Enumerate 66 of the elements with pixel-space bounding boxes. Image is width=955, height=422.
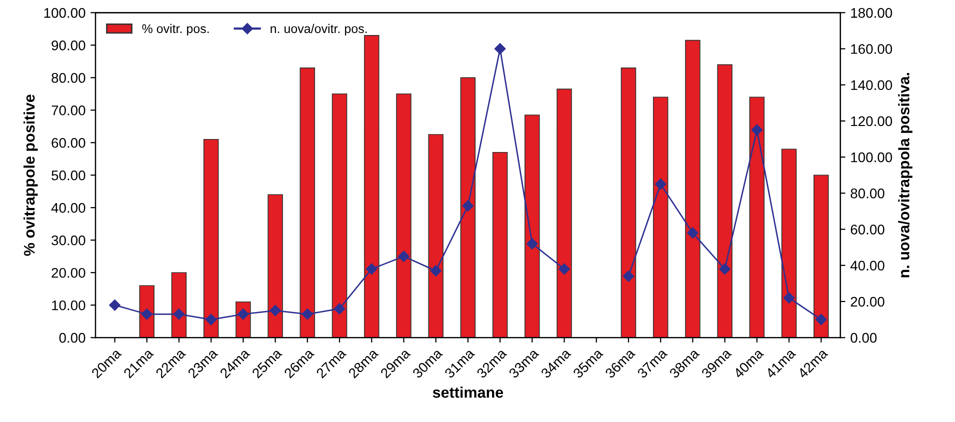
bar: [300, 67, 316, 338]
point: [751, 124, 763, 136]
y-tick-label: 20.00: [52, 268, 86, 278]
y2-tick-label: 40.00: [850, 260, 884, 271]
bar: [332, 93, 348, 338]
bar: [428, 134, 444, 338]
point: [334, 303, 346, 314]
bar: [492, 152, 508, 338]
y2-tick-label: 140.00: [851, 80, 892, 90]
y2-axis-title: n. uova/ovitrappola positiva.: [898, 73, 912, 278]
bar: [813, 174, 829, 338]
y2-tick-label: 20.00: [850, 296, 884, 307]
bar: [685, 40, 700, 338]
point: [205, 314, 217, 326]
point: [141, 308, 152, 320]
point: [173, 308, 185, 320]
bar: [556, 88, 572, 338]
point: [302, 308, 314, 320]
bar: [749, 96, 765, 338]
y-tick-label: 70.00: [52, 105, 86, 116]
y2-tick-label: 60.00: [850, 224, 884, 234]
y2-tick-label: 0.00: [850, 332, 877, 343]
y-tick-label: 90.00: [52, 40, 86, 50]
point: [430, 265, 442, 276]
legend-label: n. uova/ovitr. pos.: [270, 24, 367, 36]
bar: [171, 272, 187, 338]
bar: [268, 194, 283, 338]
y-tick-label: 10.00: [52, 300, 86, 310]
y2-tick-label: 100.00: [851, 152, 892, 162]
y-tick-label: 40.00: [51, 202, 86, 213]
bar: [717, 64, 732, 338]
y-axis-title: % ovitrappole positive: [24, 94, 38, 256]
x-axis-title: settimane: [432, 386, 504, 398]
point: [494, 43, 506, 54]
y2-tick-label: 160.00: [851, 44, 892, 54]
bar: [781, 148, 797, 338]
y-tick-label: 50.00: [52, 170, 86, 180]
bar: [524, 114, 540, 338]
point: [816, 314, 827, 326]
bar: [652, 96, 668, 338]
y-tick-label: 80.00: [52, 72, 86, 83]
y2-tick-label: 180.00: [851, 8, 892, 18]
point: [462, 200, 474, 212]
bar: [620, 67, 636, 338]
y-tick-label: 0.00: [59, 332, 86, 343]
y-tick-label: 30.00: [52, 235, 86, 246]
y2-tick-label: 120.00: [851, 116, 892, 126]
point: [526, 238, 538, 250]
point: [109, 300, 120, 311]
point: [366, 263, 378, 275]
point: [398, 250, 410, 262]
point: [654, 178, 666, 190]
y-tick-label: 100.00: [44, 8, 86, 18]
point: [687, 227, 698, 239]
legend-label: % ovitr. pos.: [142, 24, 209, 36]
point: [622, 270, 634, 282]
point: [783, 292, 795, 304]
bar: [396, 93, 412, 338]
y-tick-label: 60.00: [52, 138, 86, 148]
point: [719, 263, 730, 275]
bar: [364, 34, 380, 338]
point: [558, 263, 570, 275]
point: [270, 304, 281, 316]
y2-tick-label: 80.00: [850, 188, 884, 198]
bar: [460, 77, 476, 338]
bar: [203, 138, 219, 338]
